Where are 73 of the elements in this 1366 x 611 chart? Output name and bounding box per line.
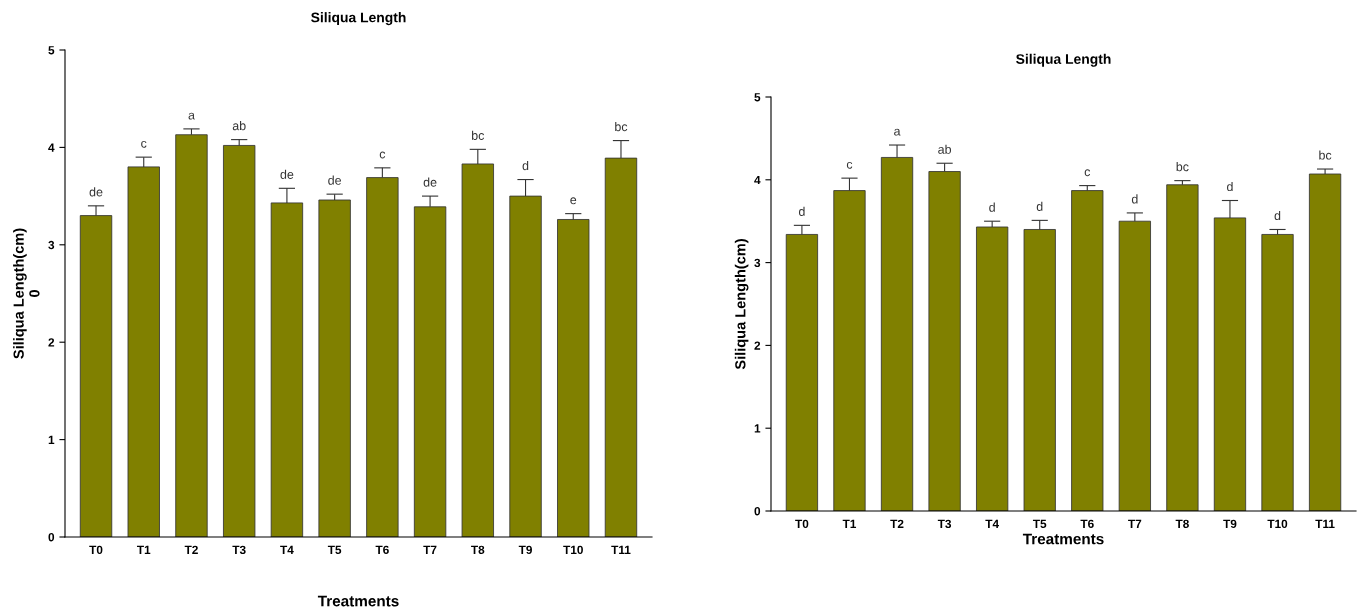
chart-title: Siliqua Length <box>1016 53 1111 67</box>
y-axis-title: Siliqua Length(cm) <box>734 239 749 370</box>
bar <box>976 226 1009 511</box>
x-tick-label: T4 <box>985 519 999 528</box>
x-tick-label: T4 <box>280 545 294 554</box>
chart-title: Siliqua Length <box>311 12 406 26</box>
annotation: d <box>798 206 805 216</box>
annotation: a <box>188 112 195 120</box>
y-tick-label: 2 <box>48 338 55 347</box>
annotation: c <box>379 151 386 159</box>
annotation: d <box>1274 210 1281 221</box>
annotation: c <box>1084 169 1091 177</box>
annotation: c <box>141 140 147 148</box>
x-tick-label: T11 <box>611 545 631 554</box>
x-tick-label: T6 <box>375 545 389 554</box>
y-tick-label: 3 <box>754 258 761 268</box>
x-axis-title: Treatments <box>317 595 399 607</box>
x-tick-label: T7 <box>1128 519 1142 528</box>
annotation: c <box>846 161 853 169</box>
y-tick-label: 0 <box>754 507 761 516</box>
x-axis-title: Treatments <box>1022 533 1104 545</box>
bar <box>1261 234 1294 511</box>
x-tick-label: T9 <box>518 545 532 554</box>
x-tick-label: T11 <box>1315 519 1335 528</box>
x-tick-label: T3 <box>937 519 952 529</box>
annotation: d <box>1131 194 1138 204</box>
x-tick-label: T9 <box>1223 519 1237 528</box>
bar <box>1166 184 1199 511</box>
x-tick-label: T8 <box>1175 519 1189 528</box>
x-tick-label: T6 <box>1080 519 1094 528</box>
x-tick-label: T1 <box>136 545 151 554</box>
y-tick-label: 5 <box>48 46 55 55</box>
y-tick-label: 1 <box>754 424 761 433</box>
annotation: ab <box>232 121 246 131</box>
x-tick-label: T5 <box>1032 519 1047 528</box>
annotation: de <box>89 187 103 197</box>
y-tick-label: 2 <box>754 341 761 350</box>
bar <box>318 199 351 537</box>
x-tick-label: T2 <box>184 545 198 554</box>
y-axis-title: Siliqua Length(cm) 0 <box>13 228 40 359</box>
annotation: d <box>989 202 995 212</box>
annotation: d <box>522 160 529 171</box>
y-tick-label: 5 <box>754 93 761 102</box>
annotation: d <box>1036 201 1043 211</box>
annotation: ab <box>938 144 952 154</box>
annotation: de <box>328 175 342 185</box>
bar <box>175 134 208 537</box>
annotation: bc <box>1319 150 1332 160</box>
y-tick-label: 4 <box>754 175 761 185</box>
bar <box>1308 173 1342 511</box>
x-tick-label: T0 <box>795 519 809 528</box>
annotation: bc <box>1176 162 1189 172</box>
annotation: de <box>423 177 437 187</box>
x-tick-label: T7 <box>423 545 437 554</box>
x-tick-label: T0 <box>89 545 103 554</box>
annotation: e <box>570 197 577 205</box>
bar <box>1071 190 1104 511</box>
x-tick-label: T5 <box>327 545 342 554</box>
y-tick-label: 4 <box>48 143 55 152</box>
x-tick-label: T10 <box>563 545 583 554</box>
x-tick-label: T10 <box>1267 519 1288 528</box>
y-tick-label: 1 <box>48 435 55 444</box>
x-tick-label: T8 <box>471 545 485 554</box>
annotation: a <box>894 128 901 136</box>
annotation: d <box>1227 181 1233 192</box>
x-tick-label: T3 <box>232 545 246 555</box>
y-tick-label: 0 <box>48 533 55 542</box>
x-tick-label: T2 <box>890 519 904 528</box>
x-tick-label: T1 <box>842 519 857 528</box>
annotation: de <box>280 169 294 179</box>
y-tick-label: 3 <box>48 240 55 250</box>
annotation: bc <box>472 130 485 140</box>
annotation: bc <box>615 121 628 132</box>
